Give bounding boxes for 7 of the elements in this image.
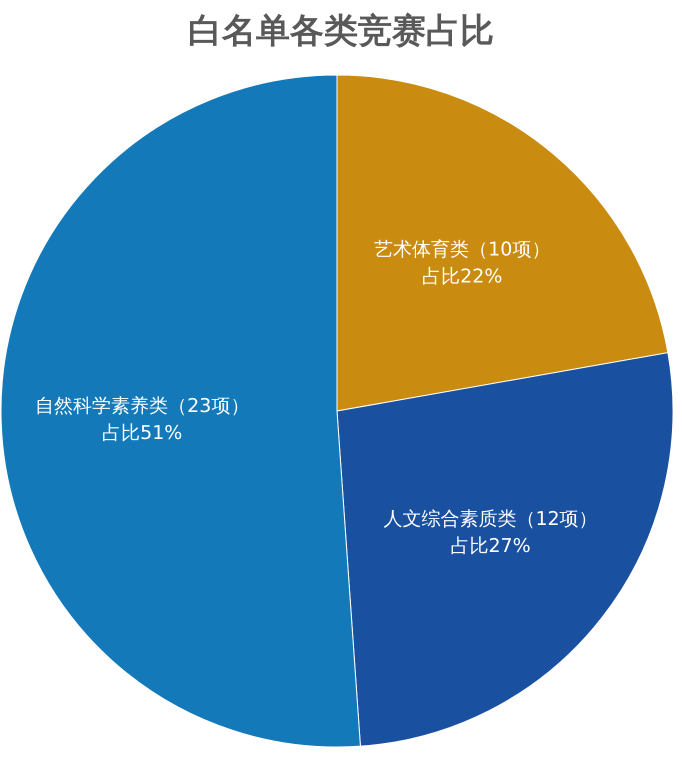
data-label: 占比27% bbox=[450, 534, 531, 557]
slice-label: 艺术体育类（10项） bbox=[374, 238, 550, 261]
slice-label: 自然科学素养类（23项） bbox=[35, 394, 250, 417]
slice-label: 人文综合素质类（12项） bbox=[383, 508, 598, 530]
data-label: 占比22% bbox=[422, 266, 502, 288]
data-label: 占比51% bbox=[102, 422, 182, 444]
chart-title: 白名单各类竞赛占比 bbox=[188, 11, 494, 51]
